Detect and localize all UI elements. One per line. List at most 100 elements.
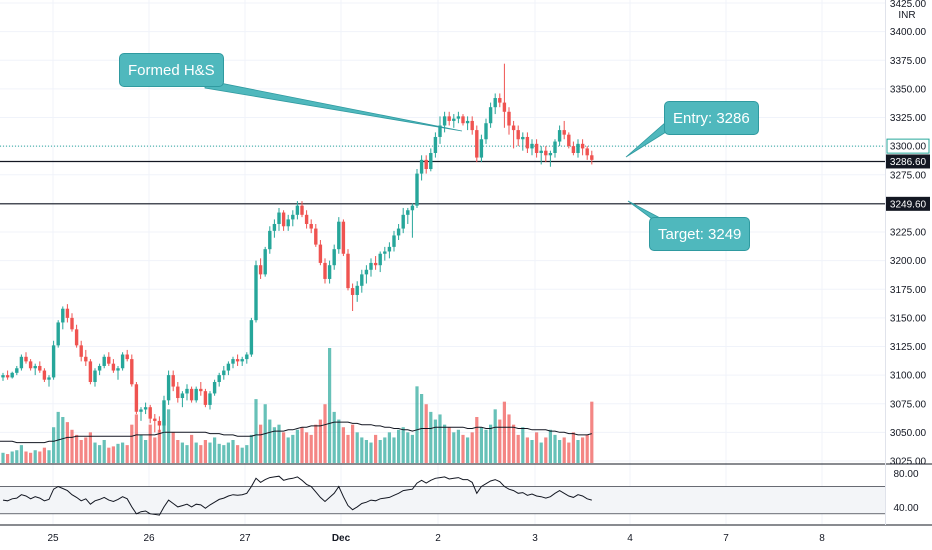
candle — [79, 340, 83, 362]
candle — [38, 361, 42, 373]
candle — [93, 368, 97, 387]
candle-body — [281, 212, 286, 227]
candle — [318, 240, 323, 266]
candle-body — [33, 365, 37, 369]
price-axis[interactable]: 3025.00 3050.00 3075.00 3100.00 3125.00 3150.… — [886, 0, 930, 514]
price-tick-label: 3100.00 — [890, 371, 927, 382]
candle — [300, 201, 304, 218]
candle — [148, 404, 152, 424]
candle — [470, 116, 474, 135]
candle-body — [452, 118, 456, 121]
candle-body — [212, 381, 217, 394]
candle-body — [47, 377, 51, 380]
volume-bar — [291, 434, 295, 463]
candle-body — [5, 375, 10, 378]
price-tick-label: 3275.00 — [890, 170, 927, 181]
candle-body — [392, 235, 396, 247]
candle-body — [327, 265, 332, 279]
candle-body — [240, 359, 244, 362]
candle-body — [263, 249, 267, 275]
candle-body — [19, 356, 24, 369]
volume-bar — [341, 427, 345, 463]
candle-body — [222, 370, 226, 376]
time-tick-label: 8 — [819, 533, 825, 544]
candle — [84, 349, 88, 366]
volume-bar — [272, 427, 276, 463]
candle-body — [231, 359, 235, 364]
candle-body — [235, 359, 240, 362]
candle — [249, 317, 254, 357]
candle-body — [521, 136, 525, 140]
volume-bar — [79, 440, 83, 463]
candle — [567, 132, 571, 149]
candle-body — [88, 361, 93, 382]
volume-bar — [470, 432, 474, 463]
candle-body — [304, 214, 309, 224]
volume-bar — [42, 447, 46, 463]
candle-body — [534, 143, 539, 153]
time-tick-label: Dec — [332, 533, 351, 544]
candle-body — [157, 420, 162, 426]
volume-bar — [286, 437, 290, 463]
candle-body — [332, 249, 336, 266]
volume-bar — [401, 427, 405, 463]
candle — [323, 258, 327, 284]
candle — [272, 219, 277, 238]
volume-bar — [337, 419, 341, 463]
candle-body — [383, 251, 387, 254]
indicator-band — [0, 486, 885, 515]
candle — [548, 150, 553, 167]
volume-bar — [535, 432, 539, 463]
candle — [268, 226, 272, 254]
volume-bar — [116, 443, 120, 463]
candle-body — [166, 375, 171, 401]
candle — [350, 283, 355, 312]
price-tick-label: 3375.00 — [890, 56, 927, 67]
volume-bar — [489, 424, 493, 463]
volume-bars — [1, 348, 594, 463]
volume-bar — [328, 348, 332, 463]
candle — [212, 379, 217, 396]
candle-body — [360, 274, 364, 286]
volume-bar — [466, 437, 470, 463]
volume-bar — [125, 445, 129, 463]
candle-body — [590, 155, 594, 160]
candle-body — [277, 212, 281, 224]
candle — [410, 203, 415, 238]
candle — [539, 146, 543, 165]
price-levels — [0, 145, 885, 205]
price-tick-label: 3125.00 — [890, 342, 927, 353]
candle — [424, 155, 428, 174]
candle — [461, 114, 465, 126]
volume-bar — [507, 414, 511, 463]
price-tick-label: 3150.00 — [890, 313, 927, 324]
candle — [346, 249, 350, 291]
time-axis[interactable]: 25 26 27 Dec 2 3 4 7 8 — [47, 533, 825, 544]
candle-body — [194, 388, 198, 401]
volume-bar — [56, 411, 60, 463]
candle-body — [442, 116, 447, 126]
volume-bar — [305, 432, 309, 463]
candle — [180, 391, 185, 408]
candle — [70, 313, 74, 332]
candle-body — [433, 136, 438, 153]
candle-body — [102, 356, 106, 366]
candle — [10, 371, 14, 379]
volume-bar — [194, 442, 198, 463]
candle-body — [309, 223, 313, 229]
candle — [544, 146, 548, 163]
candle — [415, 169, 419, 208]
volume-bar — [93, 442, 97, 463]
volume-bar — [323, 404, 327, 463]
candle — [176, 381, 180, 403]
candle-body — [346, 253, 350, 289]
volume-bar — [438, 414, 442, 463]
candle-body — [208, 393, 212, 405]
candle-body — [74, 329, 79, 346]
time-tick-label: 27 — [239, 533, 251, 544]
candle — [235, 354, 240, 366]
candle-body — [378, 253, 382, 266]
candle-body — [120, 354, 125, 369]
candle — [171, 370, 175, 392]
price-tick-label: 3075.00 — [890, 399, 927, 410]
